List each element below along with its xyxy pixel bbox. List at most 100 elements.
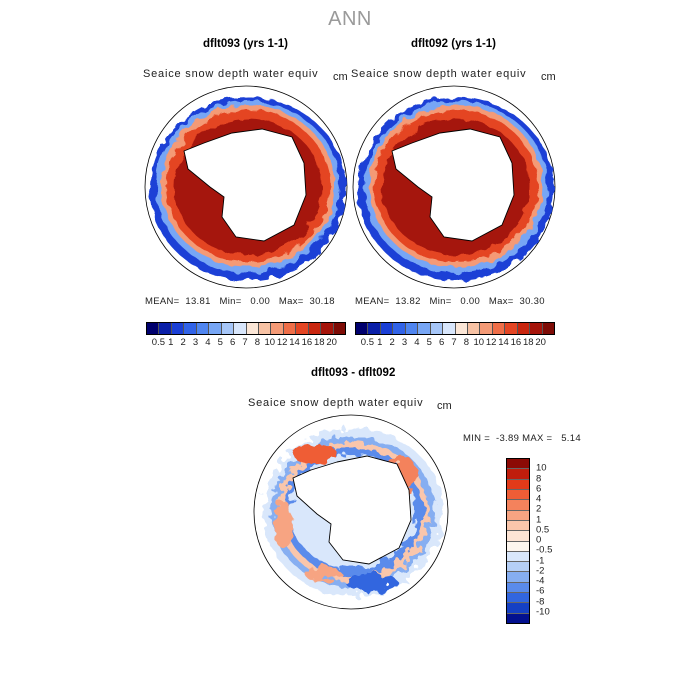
panel-1-colorbar	[146, 322, 346, 335]
colorbar-tick-label: 20	[535, 337, 546, 348]
diff-colorbar-swatch	[507, 613, 529, 623]
colorbar-swatch	[234, 323, 247, 334]
colorbar-tick-label: 1	[168, 337, 174, 348]
colorbar-tick-label: 2	[389, 337, 395, 348]
diff-colorbar-swatch	[507, 531, 529, 542]
colorbar-swatch	[246, 323, 259, 334]
diff-colorbar-swatch	[507, 572, 529, 583]
colorbar-tick-label: 18	[313, 337, 325, 348]
colorbar-swatch	[333, 323, 345, 334]
colorbar-swatch	[147, 323, 160, 334]
colorbar-tick-label: 5	[426, 337, 432, 348]
diff-min-max: MIN = -3.89 MAX = 5.14	[463, 433, 581, 444]
colorbar-tick-label: 0.5	[360, 337, 374, 348]
panel-2-colorbar	[355, 322, 555, 335]
colorbar-swatch	[443, 323, 456, 334]
colorbar-tick-label: 8	[463, 337, 470, 348]
diff-title: dflt093 - dflt092	[311, 367, 396, 379]
colorbar-swatch	[196, 323, 210, 334]
colorbar-swatch	[368, 323, 381, 334]
colorbar-swatch	[542, 323, 554, 334]
colorbar-tick-label: 7	[451, 337, 457, 348]
diff-colorbar-swatch	[507, 603, 529, 614]
panel-2-map	[352, 85, 556, 289]
colorbar-swatch	[393, 323, 406, 334]
diff-colorbar-swatch	[507, 520, 529, 532]
colorbar-swatch	[171, 323, 185, 334]
diff-colorbar-swatch	[507, 459, 529, 470]
panel-1-stats: MEAN= 13.81 Min= 0.00 Max= 30.18	[145, 296, 335, 307]
main-title: ANN	[328, 8, 372, 30]
diff-colorbar-swatch	[507, 582, 529, 594]
colorbar-swatch	[455, 323, 468, 334]
colorbar-swatch	[467, 323, 481, 334]
panel-2-colorbar-ticks: 0.5 1 2 3 4 5 6 7 8 10 12 14 16 18 20	[355, 337, 553, 349]
diff-colorbar-swatch	[507, 469, 529, 480]
panel-2-continent	[391, 128, 515, 242]
colorbar-swatch	[221, 323, 235, 334]
panel-2-stats: MEAN= 13.82 Min= 0.00 Max= 30.30	[355, 296, 545, 307]
colorbar-tick-label: 14	[289, 337, 300, 348]
diff-colorbar-swatch	[507, 551, 529, 563]
colorbar-tick-label: 20	[326, 337, 337, 348]
colorbar-swatch	[271, 323, 284, 334]
diff-colorbar-tick-label: 1	[536, 514, 542, 525]
colorbar-swatch	[418, 323, 431, 334]
diff-variable: Seaice snow depth water equiv	[248, 397, 424, 409]
diff-colorbar-tick-label: -10	[536, 606, 550, 618]
colorbar-tick-label: 10	[264, 337, 276, 348]
colorbar-tick-label: 3	[192, 337, 199, 348]
panel-2-variable: Seaice snow depth water equiv	[351, 68, 527, 80]
diff-units: cm	[437, 400, 452, 412]
panel-1-variable: Seaice snow depth water equiv	[143, 68, 319, 80]
diff-map	[253, 414, 449, 610]
panel-1-continent	[183, 128, 307, 242]
diff-colorbar-swatch	[507, 510, 529, 521]
colorbar-tick-label: 8	[254, 337, 261, 348]
colorbar-swatch	[380, 323, 394, 334]
diff-colorbar-tick-label: 4	[536, 493, 542, 505]
panel-1-map	[144, 85, 348, 289]
colorbar-swatch	[159, 323, 172, 334]
colorbar-swatch	[321, 323, 334, 334]
diff-colorbar-swatch	[507, 489, 529, 501]
diff-colorbar-tick-label: -4	[536, 575, 545, 587]
colorbar-swatch	[258, 323, 272, 334]
diff-colorbar-swatch	[507, 562, 529, 573]
panel-2-units: cm	[541, 71, 556, 83]
colorbar-tick-label: 7	[242, 337, 248, 348]
colorbar-tick-label: 18	[522, 337, 534, 348]
colorbar-tick-label: 14	[498, 337, 509, 348]
diff-colorbar-tick-label: 2	[536, 503, 542, 515]
colorbar-swatch	[184, 323, 197, 334]
diff-colorbar-tick-label: 0	[536, 534, 542, 546]
diff-colorbar-swatch	[507, 479, 529, 490]
colorbar-swatch	[356, 323, 369, 334]
colorbar-tick-label: 2	[180, 337, 186, 348]
diff-colorbar	[506, 458, 530, 624]
colorbar-tick-label: 16	[510, 337, 522, 348]
colorbar-swatch	[530, 323, 543, 334]
diff-colorbar-tick-label: -2	[536, 565, 545, 577]
colorbar-tick-label: 1	[377, 337, 383, 348]
panel-2-title: dflt092 (yrs 1-1)	[411, 38, 497, 50]
diff-colorbar-tick-label: -8	[536, 596, 545, 607]
panel-1-units: cm	[333, 71, 348, 83]
panel-1-title: dflt093 (yrs 1-1)	[203, 38, 289, 50]
diff-colorbar-swatch	[507, 541, 529, 552]
colorbar-swatch	[430, 323, 444, 334]
colorbar-tick-label: 12	[485, 337, 497, 348]
diff-colorbar-tick-label: 10	[536, 462, 547, 474]
colorbar-tick-label: 3	[401, 337, 408, 348]
colorbar-swatch	[505, 323, 518, 334]
diff-colorbar-tick-label: -0.5	[536, 544, 553, 556]
colorbar-swatch	[209, 323, 222, 334]
colorbar-tick-label: 5	[217, 337, 223, 348]
colorbar-tick-label: 10	[473, 337, 485, 348]
diff-continent	[292, 455, 412, 565]
diff-colorbar-tick-label: 8	[536, 473, 542, 484]
colorbar-tick-label: 4	[414, 337, 420, 348]
colorbar-tick-label: 12	[276, 337, 288, 348]
colorbar-swatch	[308, 323, 322, 334]
colorbar-swatch	[480, 323, 493, 334]
